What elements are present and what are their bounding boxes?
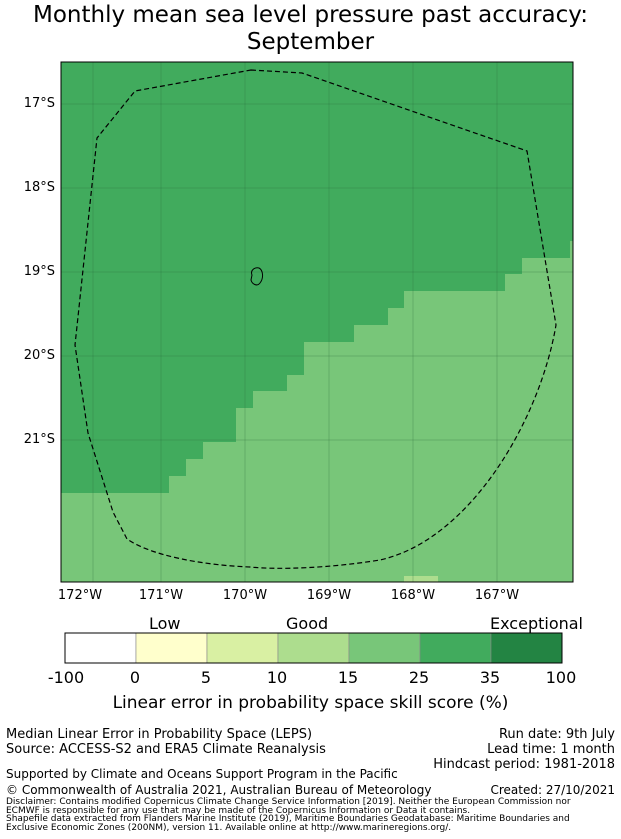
footer-hindcast-period: Hindcast period: 1981-2018 [433, 757, 615, 772]
map-region-10-15 [404, 576, 438, 582]
footer-shapefile-line-1: Shapefile data extracted from Flanders M… [6, 814, 570, 824]
colorbar-tick-2: 5 [200, 668, 212, 687]
footer-method: Median Linear Error in Probability Space… [6, 727, 313, 742]
colorbar-swatch-3 [277, 632, 350, 664]
colorbar-tick-3: 10 [266, 668, 288, 687]
lat-label-20s: 20°S [23, 348, 55, 363]
colorbar-tick-0: -100 [47, 668, 85, 687]
footer-shapefile-line-2: Exclusive Economic Zones (200NM), versio… [6, 823, 452, 833]
colorbar-swatch-4 [348, 632, 421, 664]
colorbar-tick-4: 15 [337, 668, 359, 687]
lon-label-168w: 168°W [390, 588, 436, 603]
colorbar-tick-7: 100 [545, 668, 577, 687]
legend-label-low: Low [149, 614, 181, 633]
lon-label-167w: 167°W [474, 588, 520, 603]
colorbar [64, 632, 563, 664]
eez-boundary [74, 69, 557, 569]
footer-disclaimer-line-2: ECMWF is responsible for any use that ma… [6, 806, 471, 816]
colorbar-title: Linear error in probability space skill … [112, 693, 509, 713]
colorbar-swatch-5 [419, 632, 492, 664]
colorbar-swatch-1 [135, 632, 208, 664]
footer-source: Source: ACCESS-S2 and ERA5 Climate Reana… [6, 742, 326, 757]
colorbar-tick-5: 25 [408, 668, 430, 687]
map-frame [60, 61, 574, 583]
lon-label-172w: 172°W [57, 588, 103, 603]
chart-title: Monthly mean sea level pressure past acc… [0, 2, 621, 56]
colorbar-swatch-6 [490, 632, 563, 664]
footer-lead-time: Lead time: 1 month [487, 742, 615, 757]
footer-copyright: © Commonwealth of Australia 2021, Austra… [6, 783, 432, 797]
footer-support: Supported by Climate and Oceans Support … [6, 767, 398, 781]
footer-created: Created: 27/10/2021 [490, 783, 615, 797]
footer-disclaimer-line-1: Disclaimer: Contains modified Copernicus… [6, 797, 571, 807]
title-line-2: September [246, 29, 375, 55]
map-region-25-35 [61, 62, 573, 493]
colorbar-tick-6: 35 [479, 668, 501, 687]
colorbar-tick-1: 0 [129, 668, 141, 687]
lat-label-17s: 17°S [23, 96, 55, 111]
lon-label-170w: 170°W [222, 588, 268, 603]
title-line-1: Monthly mean sea level pressure past acc… [33, 2, 588, 28]
colorbar-swatch-2 [206, 632, 279, 664]
legend-label-good: Good [286, 614, 329, 633]
map-gridlines [61, 62, 573, 582]
footer-run-date: Run date: 9th July [498, 727, 615, 742]
lon-label-169w: 169°W [306, 588, 352, 603]
colorbar-swatch-0 [64, 632, 137, 664]
lat-label-21s: 21°S [23, 432, 55, 447]
lat-label-18s: 18°S [23, 180, 55, 195]
lon-label-171w: 171°W [138, 588, 184, 603]
legend-label-exceptional: Exceptional [490, 614, 583, 633]
lat-label-19s: 19°S [23, 264, 55, 279]
island-outline [250, 267, 263, 286]
